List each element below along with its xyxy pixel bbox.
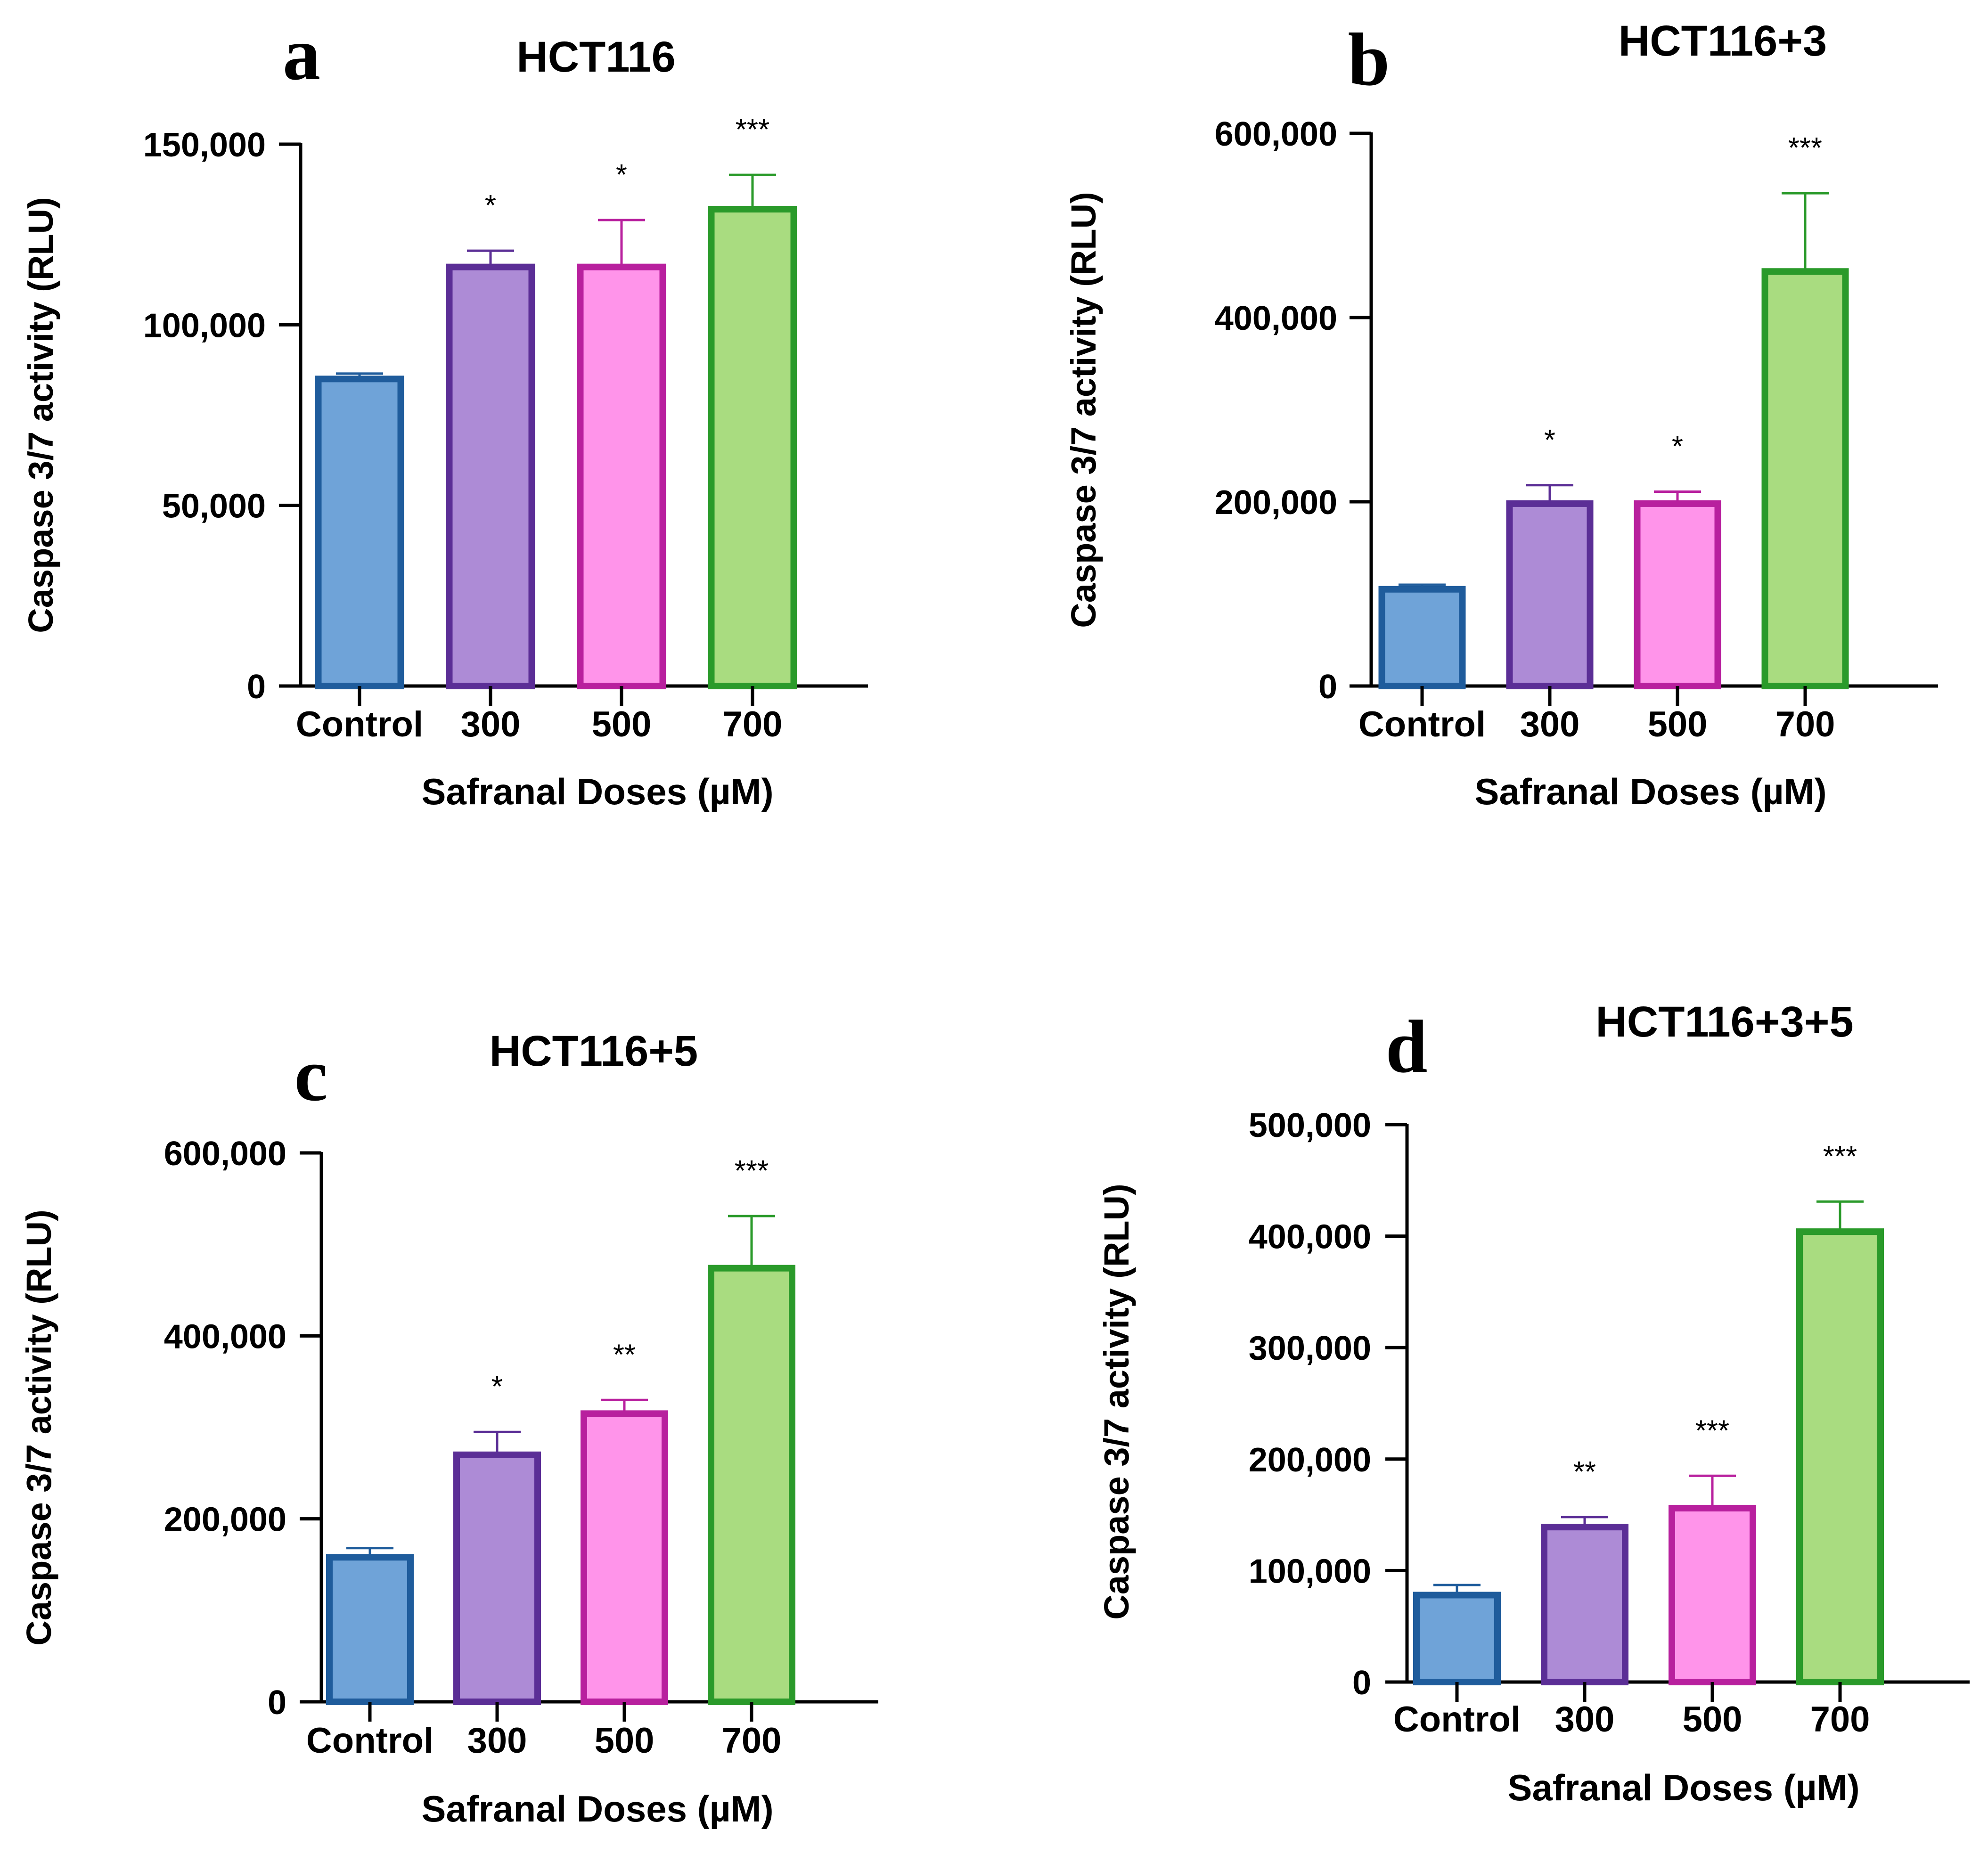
- y-tick-label: 0: [1352, 1664, 1371, 1702]
- significance-label: *: [485, 189, 496, 222]
- significance-label: ***: [1788, 132, 1822, 164]
- y-tick-label: 400,000: [164, 1318, 286, 1356]
- y-tick-label: 200,000: [164, 1501, 286, 1539]
- significance-label: **: [1573, 1456, 1596, 1488]
- bar-control: [1378, 586, 1466, 689]
- chart-title: HCT116: [516, 33, 676, 81]
- x-tick-label-control: Control: [1393, 1699, 1521, 1740]
- significance-label: ***: [736, 114, 769, 146]
- significance-label: *: [1544, 424, 1555, 457]
- y-tick-label: 0: [1318, 668, 1337, 706]
- bar-500: [1669, 1504, 1756, 1686]
- chart-panel-a: a HCT116 0 50,000 100,000 150,000 Control 300 * 5…: [21, 12, 868, 812]
- bar-control: [1413, 1592, 1501, 1685]
- x-tick-label-300: 300: [1520, 704, 1580, 744]
- significance-label: ***: [735, 1155, 769, 1187]
- significance-label: *: [491, 1371, 503, 1403]
- significance-label: ***: [1695, 1414, 1729, 1447]
- chart-title: HCT116+3: [1619, 17, 1827, 65]
- chart-panel-c: c HCT116+5 0 200,000 400,000 600,000 Control 30…: [19, 1027, 878, 1829]
- y-axis-label: Caspase 3/7 activity (RLU): [19, 1209, 58, 1645]
- x-tick-label-700: 700: [722, 1721, 782, 1761]
- bar-control: [326, 1554, 414, 1705]
- y-tick-label: 0: [268, 1684, 286, 1722]
- x-tick-label-300: 300: [1555, 1699, 1615, 1740]
- bar-700: [708, 1265, 795, 1705]
- y-axis-label: Caspase 3/7 activity (RLU): [1097, 1184, 1136, 1619]
- x-tick-label-300: 300: [467, 1721, 527, 1761]
- bar-700: [1796, 1228, 1884, 1685]
- chart-panel-d: d HCT116+3+5 0 100,000 200,000 300,000 400,000…: [1097, 998, 1970, 1808]
- panel-letter: b: [1348, 17, 1390, 101]
- y-tick-label: 50,000: [162, 488, 266, 525]
- y-tick-label: 200,000: [1249, 1441, 1371, 1479]
- bar-300: [453, 1451, 541, 1705]
- y-tick-label: 200,000: [1215, 484, 1337, 522]
- bar-500: [581, 1410, 668, 1705]
- bar-500: [577, 263, 666, 689]
- x-tick-label-500: 500: [592, 704, 652, 744]
- x-tick-label-700: 700: [723, 704, 783, 744]
- bar-300: [446, 263, 535, 689]
- x-tick-label-500: 500: [1648, 704, 1708, 744]
- y-tick-label: 150,000: [143, 126, 266, 164]
- y-tick-label: 300,000: [1249, 1330, 1371, 1367]
- significance-label: *: [1672, 430, 1683, 463]
- x-axis-label: Safranal Doses (µM): [1507, 1767, 1859, 1808]
- y-axis-label: Caspase 3/7 activity (RLU): [1064, 192, 1103, 628]
- y-tick-label: 100,000: [1249, 1552, 1371, 1590]
- bar-control: [315, 376, 404, 689]
- x-axis-label: Safranal Doses (µM): [421, 771, 773, 812]
- x-tick-label-500: 500: [1683, 1699, 1743, 1740]
- chart-panel-b: b HCT116+3 0 200,000 400,000 600,000 Control 30…: [1064, 17, 1938, 812]
- chart-title: HCT116+5: [490, 1027, 698, 1075]
- x-tick-label-300: 300: [461, 704, 521, 744]
- x-tick-label-700: 700: [1810, 1699, 1870, 1740]
- x-axis-label: Safranal Doses (µM): [1474, 771, 1826, 812]
- y-axis-label: Caspase 3/7 activity (RLU): [21, 197, 60, 633]
- panel-letter: d: [1386, 1005, 1428, 1088]
- y-tick-label: 500,000: [1249, 1107, 1371, 1144]
- y-tick-label: 400,000: [1215, 300, 1337, 337]
- significance-label: *: [616, 159, 627, 191]
- x-tick-label-control: Control: [296, 704, 423, 744]
- bar-300: [1541, 1524, 1628, 1685]
- panel-letter: a: [283, 12, 320, 96]
- y-tick-label: 100,000: [143, 307, 266, 344]
- significance-label: ***: [1823, 1140, 1857, 1173]
- x-tick-label-500: 500: [595, 1721, 654, 1761]
- significance-label: **: [613, 1339, 636, 1371]
- x-tick-label-control: Control: [1358, 704, 1486, 744]
- x-axis-label: Safranal Doses (µM): [421, 1788, 773, 1829]
- chart-title: HCT116+3+5: [1595, 998, 1853, 1046]
- y-tick-label: 0: [247, 668, 266, 706]
- y-tick-label: 400,000: [1249, 1218, 1371, 1256]
- bar-700: [1761, 268, 1849, 689]
- bar-500: [1634, 500, 1721, 690]
- y-tick-label: 600,000: [164, 1135, 286, 1173]
- bar-700: [708, 206, 797, 689]
- x-tick-label-control: Control: [306, 1721, 434, 1761]
- x-tick-label-700: 700: [1775, 704, 1835, 744]
- panel-letter: c: [294, 1033, 327, 1117]
- bar-300: [1506, 500, 1594, 690]
- y-tick-label: 600,000: [1215, 115, 1337, 153]
